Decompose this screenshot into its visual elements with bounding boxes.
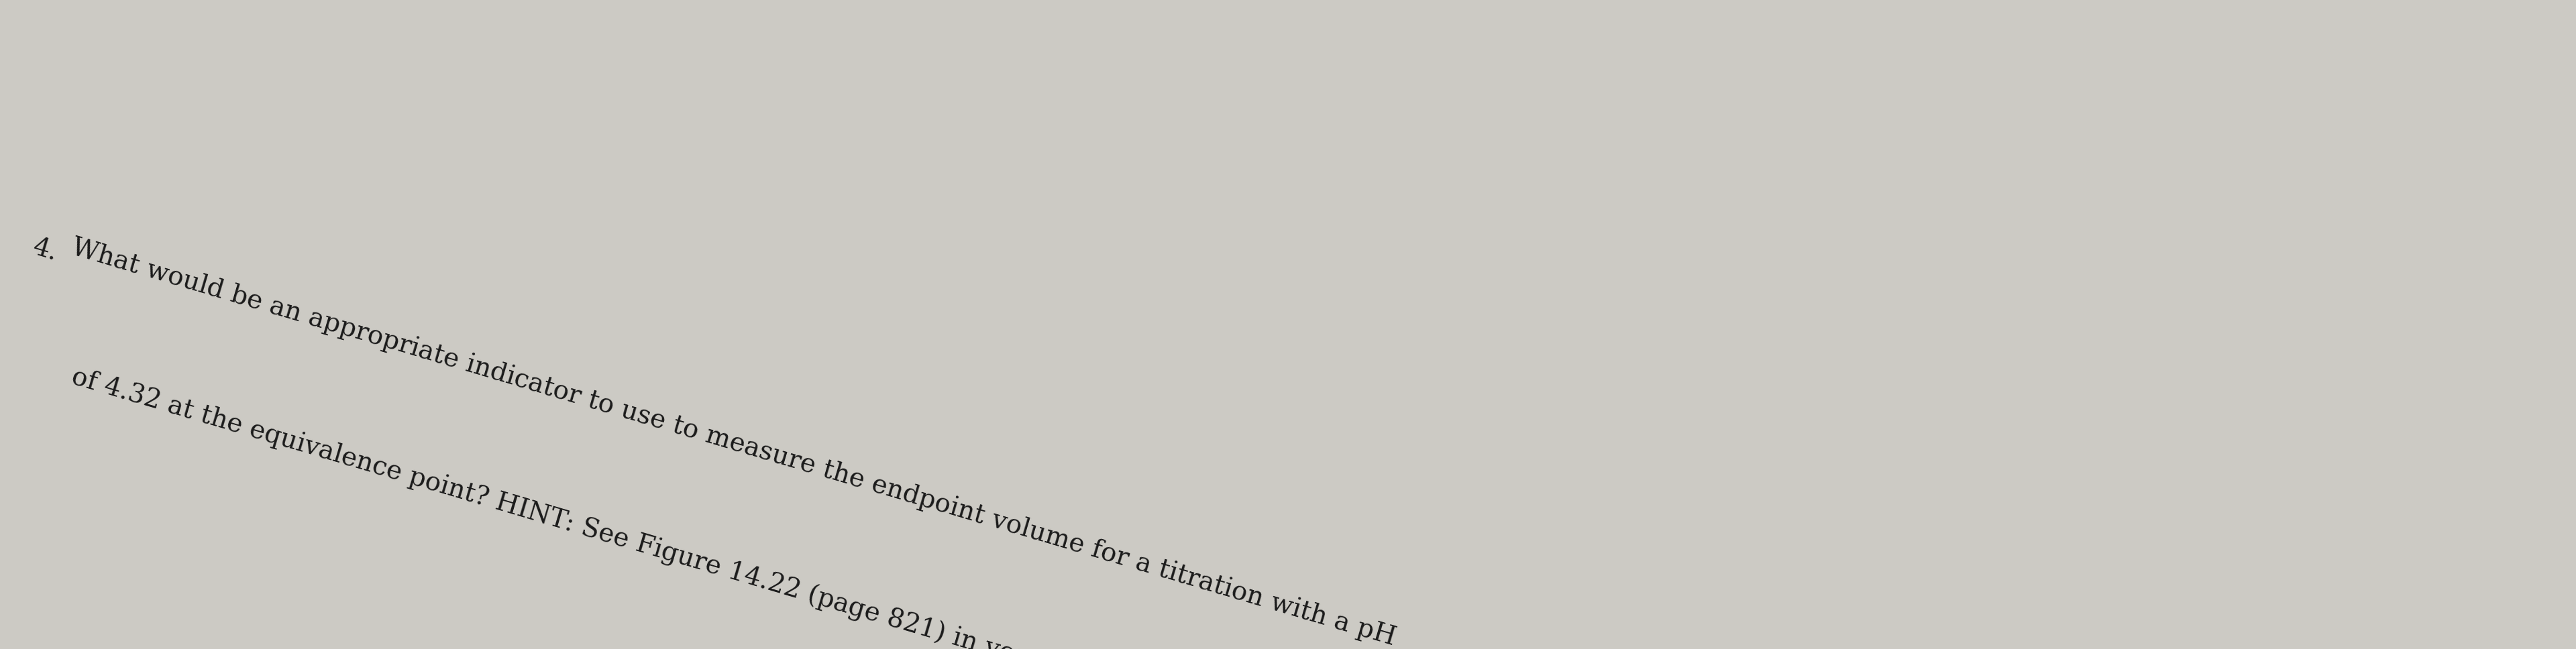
Text: What would be an appropriate indicator to use to measure the endpoint volume for: What would be an appropriate indicator t…	[70, 234, 1399, 649]
Text: of 4.32 at the equivalence point? HINT: See Figure 14.22 (page 821) in your chem: of 4.32 at the equivalence point? HINT: …	[70, 364, 1404, 649]
Text: 4.: 4.	[31, 235, 62, 265]
